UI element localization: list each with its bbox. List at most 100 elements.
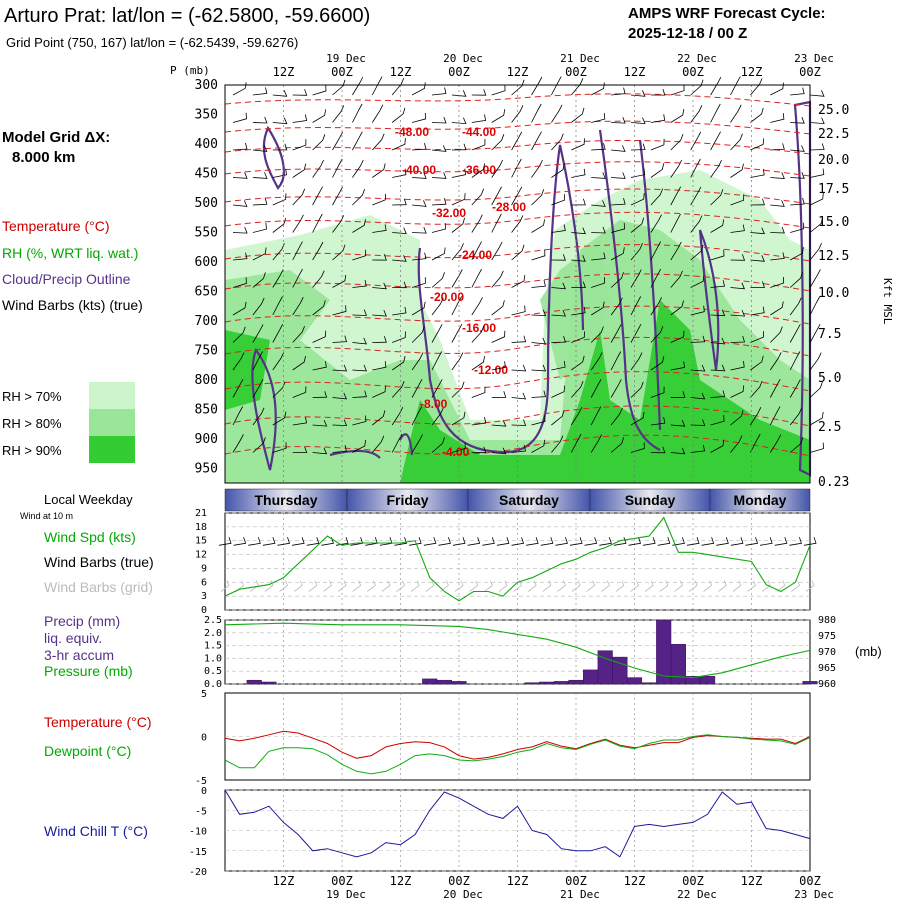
wind-barb: [750, 107, 764, 123]
wind-barb-grid: [279, 580, 288, 592]
wind-barb: [391, 107, 406, 123]
wind-barb: [292, 446, 308, 454]
cloud-outline: [329, 433, 414, 459]
wind-barb: [789, 379, 801, 398]
chill-tick-label: -5: [195, 806, 207, 817]
pressure-tick-label: 965: [818, 663, 836, 674]
wind-barb: [332, 186, 343, 206]
wind-barb: [750, 433, 761, 453]
wind-barb: [491, 84, 506, 96]
legend-precip-liq: liq. equiv.: [44, 630, 102, 646]
wind-barb-grid: [293, 580, 303, 592]
wind-barb: [471, 114, 487, 123]
wind-barb: [431, 145, 447, 152]
wind-barb: [252, 87, 268, 96]
wind-tick-label: 6: [201, 577, 207, 588]
precip-bar: [670, 644, 686, 685]
wind-barb-true: [657, 537, 671, 546]
wind-barb: [571, 380, 584, 398]
wind-barb: [511, 215, 524, 233]
legend-local-weekday: Local Weekday: [44, 492, 133, 507]
wind-barb: [690, 275, 705, 288]
wind-barb: [610, 324, 622, 343]
isotherm-label: -24.00: [458, 248, 492, 262]
wind-barb: [411, 82, 426, 96]
wind-chill-panel: 0 -5 -10 -15 -20 12Z 00Z 12Z 00Z 12Z 00Z 12Z 00Z 12Z 0…: [189, 786, 834, 900]
wind-barb: [670, 447, 686, 455]
wind-barb: [272, 442, 287, 453]
wind-barb: [670, 300, 684, 316]
wind-barb: [809, 381, 823, 398]
isotherm-label: -16.00: [462, 321, 496, 335]
wind-barb: [372, 361, 387, 371]
wind-barb: [750, 355, 764, 371]
precip-tick-label: 1.5: [204, 641, 222, 652]
wind-barb: [332, 79, 346, 96]
wind-barb-grid: [659, 580, 669, 592]
wind-barb: [411, 277, 426, 288]
legend-wind-spd: Wind Spd (kts): [44, 529, 136, 545]
precip-bar: [436, 679, 452, 685]
pressure-unit-label: (mb): [855, 644, 882, 659]
wind-barb: [292, 114, 308, 123]
wind-barb: [471, 268, 482, 288]
wind-barb: [750, 168, 765, 178]
wind-barb: [431, 116, 447, 124]
wind-barb-true: [496, 537, 510, 546]
wind-barb: [670, 330, 685, 343]
wind-barb: [352, 131, 363, 151]
cloud-outline: [793, 100, 812, 477]
wind-barb-grid: [776, 580, 786, 592]
wind-barb: [650, 241, 662, 261]
wind-barb: [770, 301, 784, 316]
wind-barb: [232, 406, 244, 426]
wind-barb: [630, 352, 643, 371]
wind-barb: [232, 112, 247, 123]
isotherm-line: [224, 405, 811, 427]
wind-barb-grid: [425, 580, 435, 592]
wind-barb: [531, 415, 546, 426]
wind-barb: [491, 270, 504, 288]
isotherm-label: -40.00: [402, 163, 436, 177]
legend-rh80-label: RH > 80%: [2, 416, 62, 431]
wind-barb: [650, 356, 665, 371]
wind-barb: [292, 268, 303, 288]
wind-barb: [730, 309, 746, 317]
cloud-outline: [251, 347, 277, 471]
dewpoint-line: [224, 734, 811, 775]
wind-barb: [650, 138, 665, 151]
isotherm-line: [224, 434, 811, 457]
top-date-tick: 21 Dec: [560, 52, 600, 65]
wind-barb: [591, 143, 606, 151]
wind-barb: [551, 335, 566, 343]
wind-barb: [591, 113, 606, 123]
wind-barb: [352, 189, 365, 206]
wind-barb: [272, 117, 288, 125]
wind-barb: [511, 274, 526, 288]
top-date-tick: 22 Dec: [677, 52, 717, 65]
wind-barb: [471, 386, 486, 398]
wind-barb: [372, 282, 387, 290]
wind-barb: [252, 198, 268, 206]
wind-barb: [531, 131, 542, 151]
wind-barb: [531, 189, 545, 206]
temp-tick-label: 5: [201, 689, 207, 700]
wind-barb: [411, 326, 425, 343]
wind-barb: [650, 297, 662, 316]
wind-barb: [352, 309, 367, 316]
wind-barb: [770, 200, 785, 207]
precip-bar: [641, 682, 657, 685]
wind-barb: [551, 133, 564, 151]
wind-barb-grid: [308, 580, 318, 592]
forecast-cycle-label: AMPS WRF Forecast Cycle:: [628, 5, 826, 22]
wind-barb-true: [218, 537, 232, 546]
wind-barb: [710, 337, 726, 345]
wind-barb: [750, 78, 763, 96]
wind-barb-true: [628, 537, 642, 546]
wind-barb: [690, 79, 704, 96]
wind-barb: [471, 446, 487, 454]
wind-barb: [810, 90, 825, 97]
wind-barb: [511, 79, 525, 96]
wind-barb: [790, 247, 804, 261]
wind-barb: [690, 215, 703, 233]
